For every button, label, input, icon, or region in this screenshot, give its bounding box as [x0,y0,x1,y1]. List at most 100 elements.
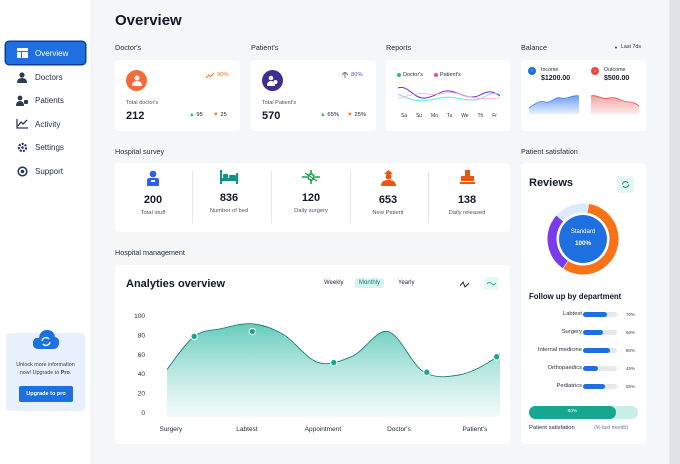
sidebar-item-support[interactable]: Support [6,160,85,182]
upgrade-button[interactable]: Upgrade to pro [19,386,73,402]
dept-percent: 80% [626,348,636,353]
satisfaction-progress: 80% [529,406,638,419]
patients-card[interactable]: 80% Total Patient's 570 ▲ 65% ▼ 25% [251,60,376,131]
dept-title: Follow up by department [529,292,622,301]
satisfaction-progress-label: 80% [567,409,578,414]
stat-daily-released: 138 Daily released [428,170,506,216]
dept-bar-fill [583,312,607,317]
tab-weekly[interactable]: Weekly [324,280,344,286]
stat-value: 138 [457,194,477,206]
income-value: $1200.00 [541,75,571,82]
stat-label: Daily released [448,210,486,216]
doctor-icon [16,71,28,83]
sidebar-item-activity[interactable]: Activity [6,113,85,135]
y-tick-label: 80 [138,332,146,339]
activity-chart-icon [16,118,28,130]
stat-daily-surgery: 120 Daily surgery [272,170,350,214]
dept-name: Orthopaedics [547,365,582,371]
satisfaction-progress-fill [529,406,617,419]
dept-bar [583,384,617,389]
sidebar-item-label: Doctors [35,72,63,82]
outcome-sparkline [591,95,639,114]
page-title: Overview [115,12,182,29]
chart-point[interactable] [423,368,431,376]
sidebar-item-label: Support [35,166,64,176]
stat-value: 653 [378,194,398,206]
x-tick-label: Doctor's [387,426,411,433]
chart-point[interactable] [330,358,338,367]
dept-row: Orthopaedics 45% [525,364,640,374]
stat-value: 200 [143,194,163,206]
legend-dot-icon [434,73,438,77]
patients-icon [16,94,28,106]
doctors-total-label: Total doctor's [126,100,159,106]
dept-row: Labtest 70% [525,310,640,320]
surgery-icon [302,170,320,184]
tab-yearly[interactable]: Yearly [398,280,415,286]
chart-point[interactable] [190,332,198,341]
legend-doctors: Doctor's [397,72,423,78]
stat-total-staff: 200 Total stuff [114,170,192,216]
patients-trend: 80% [342,72,363,78]
chart-point[interactable] [248,327,257,336]
refresh-button[interactable] [617,176,634,193]
trend-up-icon [206,72,214,78]
x-tick-label: Surgery [159,426,183,433]
management-section-label: Hospital management [115,248,185,257]
doctors-card[interactable]: 90% Total doctor's 212 ▲ 95 ▼ 25 [115,60,240,131]
dept-percent: 45% [626,366,636,371]
dept-row: Pediatrics 65% [525,382,640,392]
doctors-up: ▲ 95 [189,112,203,118]
area-fill [167,323,500,417]
y-tick-label: 100 [134,313,145,320]
sidebar: Overview Doctors Patients Activity Setti… [0,0,92,464]
reviews-title: Reviews [529,177,574,189]
analytics-title: Analyties overview [126,278,226,290]
chart-point[interactable] [492,353,500,361]
patients-up: ▲ 65% [320,112,339,118]
doctors-total-value: 212 [126,110,145,122]
sidebar-item-overview[interactable]: Overview [6,42,85,64]
sidebar-item-doctors[interactable]: Doctors [6,66,85,88]
area-chart-toggle[interactable] [484,277,498,290]
dashboard-icon [16,47,28,59]
stat-label: Number of bed [209,208,249,214]
balance-range-select[interactable]: ▼ Last 7ds [614,44,641,50]
survey-section-label: Hospital survey [115,147,165,156]
line-chart-toggle[interactable] [458,278,470,290]
tab-monthly[interactable]: Monthly [355,278,385,288]
y-tick-label: 20 [138,391,146,398]
sidebar-item-settings[interactable]: Settings [6,136,85,158]
sidebar-item-patients[interactable]: Patients [6,89,85,111]
balance-section-label: Balance [521,43,547,52]
gear-icon [16,141,28,153]
stat-number-of-bed: 836 Number of bed [190,170,268,214]
bed-icon [220,170,238,184]
patients-down: ▼ 25% [347,112,366,118]
trend-icon [342,72,348,78]
x-tick-label: Labtest [236,426,258,433]
legend-patients: Patient's [434,72,461,78]
dept-name: Pediatrics [556,383,582,389]
sidebar-item-label: Activity [35,119,61,129]
reports-day-labels: Sa Su Mo Tu We Th Fr [401,113,497,119]
analytics-area-chart: 100 80 60 40 20 0 Surgery Labtest Appointment Do… [134,313,500,433]
outcome-icon: ↓ [591,67,599,75]
arrow-down-icon: ▼ [213,112,219,118]
income-label: Income [541,67,559,73]
legend-dot-icon [397,73,401,77]
sidebar-item-label: Settings [35,142,64,152]
reviews-donut [547,203,619,275]
patients-section-label: Patient's [251,43,279,52]
sidebar-item-label: Patients [35,95,64,105]
dept-name: Internal medicine [537,347,582,353]
staff-icon [147,170,159,186]
sidebar-item-label: Overview [35,48,69,58]
x-tick-label: Appointment [305,426,342,433]
arrow-down-icon: ▼ [347,112,353,118]
satisfaction-footer-note: (% last month) [594,425,629,431]
balance-card[interactable]: ↑ Income $1200.00 ↓ Outcome $500.00 [521,60,646,131]
dept-bar-fill [583,330,604,335]
reports-card[interactable]: Doctor's Patient's Sa Su Mo Tu We Th Fr [386,60,510,131]
